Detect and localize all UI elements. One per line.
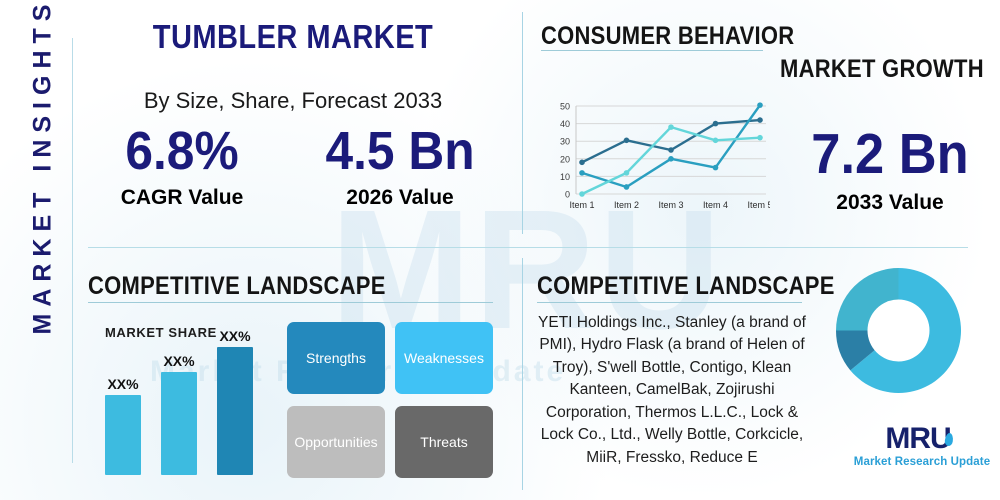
- section-heading-competitive-landscape-left: COMPETITIVE LANDSCAPE: [88, 272, 386, 300]
- horizontal-divider: [88, 247, 968, 248]
- section-heading-market-growth: MARKET GROWTH: [780, 55, 984, 83]
- swot-box-weaknesses[interactable]: Weaknesses: [395, 322, 493, 394]
- svg-text:10: 10: [560, 172, 570, 182]
- chart-x-tick-labels: Item 1 Item 2 Item 3 Item 4 Item 5: [569, 200, 770, 210]
- market-share-bar: [161, 372, 197, 475]
- kpi-2033-value: 7.2 Bn: [811, 122, 969, 186]
- brand-logo: MRU Market Research Update: [852, 424, 992, 469]
- section-underline-competitive-right: [537, 302, 802, 303]
- donut-hole: [867, 299, 930, 362]
- swot-box-strengths[interactable]: Strengths: [287, 322, 385, 394]
- svg-text:Item 5: Item 5: [747, 200, 770, 210]
- kpi-2026-caption: 2026 Value: [346, 186, 454, 209]
- sidebar-divider: [72, 38, 73, 463]
- kpi-2033: 7.2 Bn 2033 Value: [790, 126, 990, 215]
- consumer-behavior-line-chart: 0 10 20 30 40 50 Item 1 Item 2 Item 3 Item 4 Item…: [540, 98, 770, 218]
- svg-text:40: 40: [560, 119, 570, 129]
- market-share-bar-chart: XX% XX% XX%: [105, 328, 265, 475]
- market-share-bar-label: XX%: [163, 353, 195, 369]
- logo-u-text: U: [929, 422, 952, 455]
- market-share-bar: [105, 395, 141, 475]
- page-subtitle: By Size, Share, Forecast 2033: [143, 88, 443, 113]
- vertical-divider-top: [522, 12, 523, 234]
- kpi-cagr-caption: CAGR Value: [120, 186, 244, 209]
- swot-box-threats[interactable]: Threats: [395, 406, 493, 478]
- svg-text:20: 20: [560, 154, 570, 164]
- company-list-text: YETI Holdings Inc., Stanley (a brand of …: [538, 314, 806, 466]
- section-heading-competitive-landscape-right: COMPETITIVE LANDSCAPE: [537, 272, 835, 300]
- kpi-cagr: 6.8% CAGR Value: [92, 124, 272, 210]
- section-underline-competitive-left: [88, 302, 493, 303]
- svg-text:Item 1: Item 1: [569, 200, 594, 210]
- logo-mr-text: MR: [885, 422, 931, 455]
- chart-y-tick-labels: 0 10 20 30 40 50: [560, 102, 570, 200]
- side-label-market-insights: MARKET INSIGHTS: [28, 0, 57, 335]
- donut-svg: [836, 268, 961, 393]
- section-underline-consumer-behavior: [541, 50, 763, 51]
- svg-text:0: 0: [565, 190, 570, 200]
- market-share-donut-chart: [836, 268, 961, 393]
- section-heading-consumer-behavior: CONSUMER BEHAVIOR: [541, 22, 795, 50]
- kpi-2033-caption: 2033 Value: [836, 191, 944, 214]
- market-share-bar-label: XX%: [107, 376, 139, 392]
- market-share-bar-label: XX%: [219, 328, 251, 344]
- page-title: TUMBLER MARKET: [152, 18, 434, 55]
- kpi-2026: 4.5 Bn 2026 Value: [300, 124, 500, 210]
- logo-wordmark: MRU: [885, 424, 958, 454]
- market-share-bar: [217, 347, 253, 475]
- kpi-cagr-value: 6.8%: [125, 121, 239, 181]
- svg-text:50: 50: [560, 102, 570, 112]
- kpi-2026-value: 4.5 Bn: [325, 121, 475, 181]
- logo-tagline: Market Research Update: [853, 456, 991, 468]
- vertical-divider-bottom: [522, 258, 523, 490]
- svg-text:Item 4: Item 4: [703, 200, 728, 210]
- swot-matrix: Strengths Weaknesses Opportunities Threats: [287, 322, 493, 478]
- svg-text:Item 3: Item 3: [658, 200, 683, 210]
- swot-box-opportunities[interactable]: Opportunities: [287, 406, 385, 478]
- svg-text:Item 2: Item 2: [614, 200, 639, 210]
- chart-series-group: [579, 102, 763, 197]
- svg-text:30: 30: [560, 137, 570, 147]
- market-share-label: MARKET SHARE: [105, 325, 217, 340]
